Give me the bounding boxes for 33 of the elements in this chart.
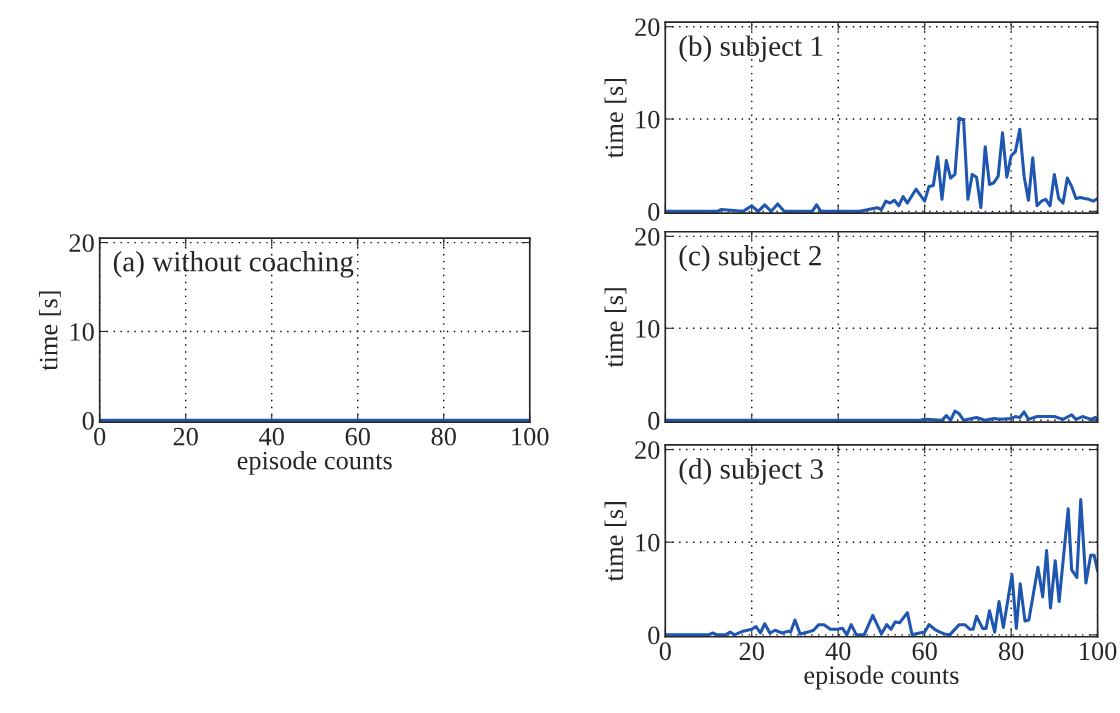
y-tick-label: 0 [648,202,660,221]
y-tick-label: 20 [635,441,660,459]
y-tick-label: 10 [636,319,660,338]
x-tick-label: 20 [739,642,764,661]
x-tick-label: 40 [259,427,284,446]
x-tick-label: 100 [512,427,549,446]
x-tick-label: 60 [345,427,370,446]
x-tick-label: 40 [825,642,851,661]
y-axis-title: time [s] [38,291,61,371]
y-tick-label: 0 [648,411,660,430]
x-tick-label: 0 [94,427,106,446]
y-tick-label: 20 [635,18,660,37]
x-axis-title: episode counts [237,450,392,475]
chart-title: (c) subject 2 [679,245,821,272]
x-tick-label: 80 [431,427,456,446]
y-tick-label: 10 [636,533,660,552]
y-axis-title: time [s] [604,288,627,368]
x-tick-label: 20 [173,427,198,446]
y-axis-title: time [s] [604,78,627,159]
y-axis-title: time [s] [604,502,627,582]
y-tick-label: 20 [69,234,94,252]
chart-title: (a) without coaching [113,251,354,278]
chart-title: (b) subject 1 [679,35,823,62]
y-tick-label: 0 [82,411,94,430]
x-tick-label: 100 [1080,642,1117,661]
x-axis-title: episode counts [804,665,959,690]
y-tick-label: 10 [70,323,94,341]
x-tick-label: 80 [998,642,1024,661]
y-tick-label: 20 [635,227,660,246]
x-tick-label: 60 [912,642,937,661]
y-tick-label: 10 [636,110,660,129]
y-tick-label: 0 [648,626,660,645]
chart-title: (d) subject 3 [679,458,823,485]
